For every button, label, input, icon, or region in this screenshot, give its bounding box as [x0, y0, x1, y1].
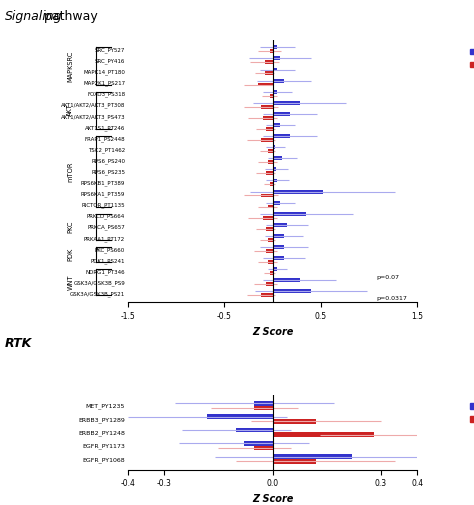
- Bar: [273, 212, 306, 216]
- Bar: [258, 82, 273, 86]
- Text: p=0.07: p=0.07: [377, 275, 400, 280]
- Bar: [273, 123, 280, 127]
- Bar: [266, 171, 273, 175]
- Bar: [273, 112, 290, 116]
- Legend: YOUNG, OLD: YOUNG, OLD: [467, 398, 474, 427]
- Bar: [266, 127, 273, 131]
- Text: mTOR: mTOR: [67, 161, 73, 182]
- Bar: [268, 205, 273, 209]
- Bar: [270, 93, 273, 97]
- Bar: [273, 267, 277, 271]
- Text: PDK: PDK: [67, 248, 73, 261]
- Legend: YOUNG, OLD: YOUNG, OLD: [467, 44, 474, 72]
- X-axis label: Z Score: Z Score: [252, 494, 293, 504]
- Bar: [270, 49, 273, 53]
- Bar: [273, 57, 280, 61]
- Bar: [266, 249, 273, 253]
- Text: Signaling: Signaling: [5, 10, 62, 23]
- Bar: [273, 101, 300, 105]
- Bar: [273, 278, 300, 282]
- Bar: [237, 428, 273, 432]
- Bar: [270, 182, 273, 186]
- Bar: [273, 90, 277, 93]
- Bar: [273, 190, 323, 193]
- Text: PKC: PKC: [67, 221, 73, 233]
- Bar: [273, 454, 352, 459]
- Bar: [273, 459, 316, 464]
- Text: WNT: WNT: [67, 275, 73, 290]
- Text: p=0.0317: p=0.0317: [377, 296, 408, 301]
- Bar: [273, 68, 277, 72]
- Bar: [273, 168, 276, 171]
- Bar: [266, 227, 273, 231]
- Bar: [273, 289, 311, 293]
- Bar: [268, 238, 273, 242]
- Bar: [255, 445, 273, 450]
- Bar: [263, 116, 273, 120]
- Bar: [261, 138, 273, 142]
- Bar: [268, 149, 273, 153]
- Text: pathway: pathway: [40, 10, 98, 23]
- Bar: [273, 157, 282, 160]
- Bar: [263, 216, 273, 220]
- Bar: [273, 145, 275, 149]
- Bar: [244, 441, 273, 445]
- Bar: [273, 245, 284, 249]
- Bar: [268, 160, 273, 164]
- Bar: [255, 401, 273, 406]
- Bar: [273, 223, 287, 227]
- Bar: [273, 256, 284, 260]
- Bar: [266, 282, 273, 286]
- Bar: [208, 414, 273, 419]
- Bar: [261, 293, 273, 297]
- Bar: [273, 432, 374, 437]
- Bar: [265, 61, 273, 64]
- Bar: [270, 271, 273, 275]
- Text: MAPKSRC: MAPKSRC: [67, 50, 73, 82]
- X-axis label: Z Score: Z Score: [252, 327, 293, 336]
- Text: RTK: RTK: [5, 337, 32, 350]
- Bar: [265, 72, 273, 75]
- Bar: [255, 406, 273, 410]
- Bar: [273, 134, 290, 138]
- Bar: [273, 179, 277, 182]
- Bar: [273, 234, 284, 238]
- Bar: [261, 105, 273, 109]
- Bar: [261, 193, 273, 197]
- Bar: [273, 419, 316, 424]
- Text: AKT: AKT: [67, 104, 73, 117]
- Bar: [273, 45, 277, 49]
- Bar: [273, 200, 280, 205]
- Bar: [268, 260, 273, 264]
- Bar: [273, 79, 284, 82]
